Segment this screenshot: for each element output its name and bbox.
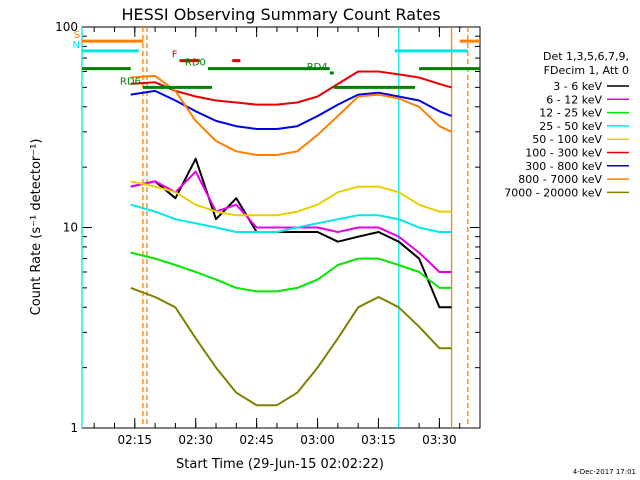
state-flags-group: SN F RD0 RD4 RD6	[73, 30, 480, 89]
x-tick-label: 03:30	[422, 433, 457, 447]
series-25-50-kev	[130, 203, 452, 233]
y-axis-label: Count Rate (s⁻¹ detector⁻¹)	[29, 139, 44, 316]
x-axis-label: Start Time (29-Jun-15 02:02:22)	[176, 457, 384, 472]
x-tick-label: 02:45	[239, 433, 274, 447]
legend-entry-label: 50 - 100 keV	[532, 133, 602, 146]
flag-label-n: N	[73, 40, 80, 51]
x-tick-label: 02:30	[178, 433, 213, 447]
flag-label-rd4: RD4	[307, 62, 328, 73]
legend-entry-label: 12 - 25 keV	[539, 107, 602, 120]
legend-header: FDecim 1, Att 0	[544, 64, 629, 77]
date-stamp: 4-Dec-2017 17:01	[573, 468, 636, 476]
legend-entry-label: 800 - 7000 keV	[518, 173, 602, 186]
legend: Det 1,3,5,6,7,9,FDecim 1, Att 0 3 - 6 keV…	[504, 50, 629, 199]
flag-label-rd0: RD0	[185, 58, 206, 69]
series-800-7000-kev	[130, 74, 453, 156]
flag-label-s: S	[74, 30, 80, 41]
series-300-800-kev	[130, 89, 452, 130]
data-series-group	[81, 27, 469, 428]
flag-label-f: F	[172, 50, 178, 61]
legend-entry-label: 3 - 6 keV	[553, 80, 602, 93]
x-tick-label: 03:00	[300, 433, 335, 447]
legend-entry-label: 6 - 12 keV	[546, 93, 602, 106]
series-7000-20000-kev	[130, 286, 452, 407]
series-12-25-kev	[130, 251, 452, 293]
legend-entry-label: 100 - 300 keV	[525, 147, 602, 160]
plot-area: 1 10 100 02:15 02:30 02:45 03:00 03:15 03:30	[55, 20, 481, 447]
x-tick-label: 02:15	[117, 433, 152, 447]
y-tick-label: 10	[63, 221, 78, 235]
y-tick-label: 1	[70, 421, 78, 435]
series-3-6-kev	[130, 157, 452, 309]
series-50-100-kev	[130, 180, 452, 217]
legend-entry-label: 300 - 800 keV	[525, 160, 602, 173]
legend-entry-label: 25 - 50 keV	[539, 120, 602, 133]
chart-title: HESSI Observing Summary Count Rates	[121, 5, 440, 24]
y-tick-label: 100	[55, 20, 78, 34]
legend-header: Det 1,3,5,6,7,9,	[543, 50, 629, 63]
x-tick-label: 03:15	[361, 433, 396, 447]
flag-label-rd6: RD6	[120, 76, 141, 87]
legend-entry-label: 7000 - 20000 keV	[504, 186, 602, 199]
series-100-300-kev	[130, 70, 452, 106]
